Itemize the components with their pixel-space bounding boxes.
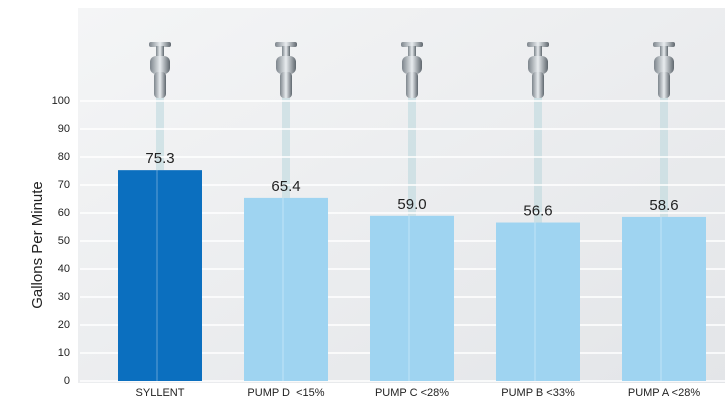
x-tick-label: PUMP A <28% (628, 387, 700, 399)
x-tick-label: PUMP D <15% (247, 387, 324, 399)
y-tick-label: 100 (52, 95, 70, 107)
y-tick-label: 90 (58, 123, 70, 135)
y-tick-label: 30 (58, 291, 70, 303)
bar (622, 217, 706, 381)
y-tick-label: 70 (58, 179, 70, 191)
x-tick-label: PUMP B <33% (501, 387, 575, 399)
faucet-body (150, 56, 170, 74)
value-label: 59.0 (397, 196, 426, 213)
bar (370, 216, 454, 381)
value-label: 56.6 (523, 202, 552, 219)
y-tick-label: 60 (58, 207, 70, 219)
x-tick-label: PUMP C <28% (375, 387, 449, 399)
faucet-body (654, 56, 674, 74)
faucet-body (402, 56, 422, 74)
faucet-body (276, 56, 296, 74)
y-axis-label: Gallons Per Minute (29, 181, 46, 309)
y-tick-label: 40 (58, 263, 70, 275)
bar (118, 170, 202, 381)
y-tick-label: 20 (58, 319, 70, 331)
value-label: 75.3 (145, 150, 174, 167)
faucet-spout (532, 72, 544, 98)
faucet-spout (658, 72, 670, 98)
y-tick-label: 80 (58, 151, 70, 163)
y-tick-label: 50 (58, 235, 70, 247)
faucet-spout (280, 72, 292, 98)
chart: Gallons Per Minute 0 10 20 30 40 50 60 70 80 90 10… (0, 0, 725, 401)
bar (244, 198, 328, 381)
faucet-spout (154, 72, 166, 98)
value-label: 58.6 (649, 197, 678, 214)
bar (496, 223, 580, 381)
y-tick-label: 10 (58, 347, 70, 359)
faucet-spout (406, 72, 418, 98)
y-tick-label: 0 (64, 375, 70, 387)
x-tick-label: SYLLENT (136, 387, 185, 399)
faucet-body (528, 56, 548, 74)
value-label: 65.4 (271, 178, 300, 195)
